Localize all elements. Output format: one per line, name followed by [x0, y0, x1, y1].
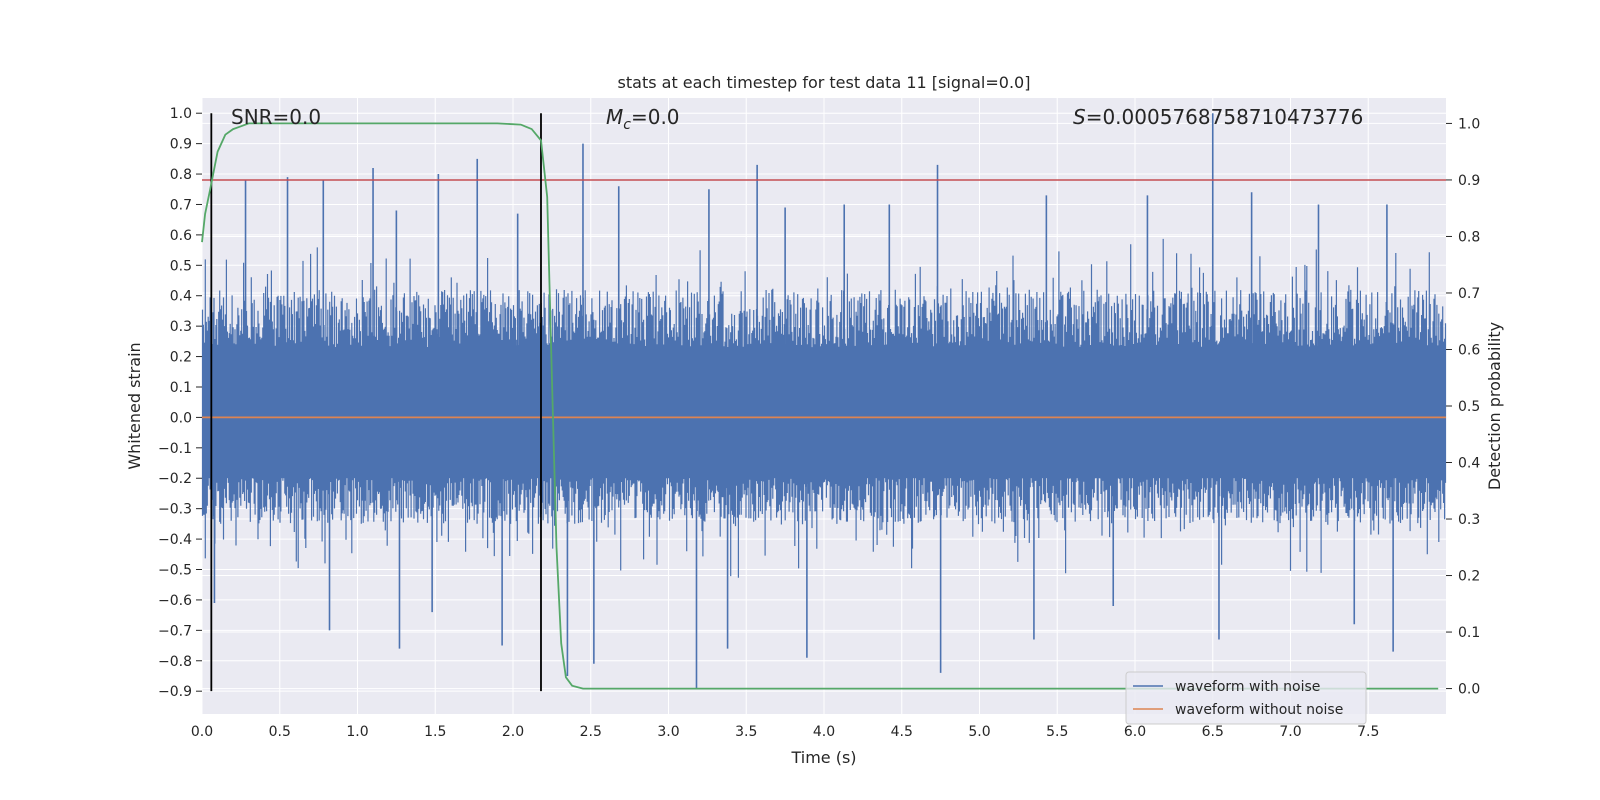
s-symbol: S [1073, 105, 1086, 129]
y2-tick-label: 0.7 [1458, 286, 1480, 302]
y2-tick-label: 0.9 [1458, 173, 1480, 189]
y-axis-ticks: 1.0 0.9 0.8 0.7 0.6 0.5 0.4 0.3 0.2 0.1 0.0 −0.1 −0.… [158, 106, 202, 700]
y2-axis-label: Detection probability [1485, 322, 1504, 490]
x-tick-label: 2.5 [580, 724, 602, 740]
y2-tick-label: 0.1 [1458, 625, 1480, 641]
mc-subscript: c [623, 117, 631, 133]
x-tick-label: 3.0 [657, 724, 679, 740]
legend-label-with-noise: waveform with noise [1175, 679, 1320, 695]
y-tick-label: 0.2 [170, 350, 192, 366]
y-tick-label: −0.4 [158, 532, 192, 548]
mc-symbol: M [606, 105, 623, 129]
x-tick-label: 2.0 [502, 724, 524, 740]
noise-trace [201, 238, 1447, 578]
x-tick-label: 6.0 [1124, 724, 1146, 740]
y2-tick-label: 0.3 [1458, 512, 1480, 528]
y2-axis-ticks: 1.0 0.9 0.8 0.7 0.6 0.5 0.4 0.3 0.2 0.1 0.0 [1446, 116, 1480, 698]
s-value: =0.0005768758710473776 [1086, 105, 1364, 129]
x-tick-label: 4.0 [813, 724, 835, 740]
y-tick-label: 0.9 [170, 137, 192, 153]
chirp-mass-annotation: Mc=0.0 [606, 105, 680, 133]
y-tick-label: 0.6 [170, 228, 192, 244]
y-axis-label: Whitened strain [125, 342, 144, 469]
x-tick-label: 0.5 [269, 724, 291, 740]
chart-title: stats at each timestep for test data 11 … [618, 73, 1031, 92]
y-tick-label: 0.4 [170, 289, 192, 305]
snr-annotation: SNR=0.0 [231, 105, 321, 129]
y2-tick-label: 0.5 [1458, 399, 1480, 415]
x-tick-label: 7.0 [1279, 724, 1301, 740]
series-lines [201, 113, 1446, 692]
y2-tick-label: 1.0 [1458, 116, 1480, 132]
y-tick-label: −0.2 [158, 471, 192, 487]
series-detection-probability [201, 122, 1439, 690]
x-tick-label: 4.5 [891, 724, 913, 740]
y-tick-label: 1.0 [170, 106, 192, 122]
x-tick-label: 3.5 [735, 724, 757, 740]
legend-box [1125, 671, 1367, 725]
y2-tick-label: 0.2 [1458, 569, 1480, 585]
x-axis-ticks: 0.0 0.5 1.0 1.5 2.0 2.5 3.0 3.5 4.0 4.5 5.0 5.5 6.0 6… [191, 724, 1380, 740]
y-tick-label: 0.8 [170, 167, 192, 183]
y-tick-label: −0.1 [158, 441, 192, 457]
y2-tick-label: 0.6 [1458, 342, 1480, 358]
y-tick-label: 0.5 [170, 258, 192, 274]
y2-tick-label: 0.0 [1458, 682, 1480, 698]
x-tick-label: 5.0 [968, 724, 990, 740]
y2-tick-label: 0.8 [1458, 229, 1480, 245]
x-tick-label: 6.5 [1202, 724, 1224, 740]
y-tick-label: 0.7 [170, 197, 192, 213]
s-annotation: S=0.0005768758710473776 [1073, 105, 1363, 129]
legend: waveform with noise waveform without noi… [1125, 671, 1367, 725]
y-tick-label: 0.1 [170, 380, 192, 396]
y-tick-label: −0.8 [158, 654, 192, 670]
x-tick-label: 7.5 [1357, 724, 1379, 740]
x-tick-label: 1.5 [424, 724, 446, 740]
y-tick-label: −0.5 [158, 563, 192, 579]
mc-value: =0.0 [631, 105, 680, 129]
y-tick-label: −0.6 [158, 593, 192, 609]
y-tick-label: 0.3 [170, 319, 192, 335]
y-tick-label: −0.3 [158, 502, 192, 518]
y-tick-label: −0.7 [158, 623, 192, 639]
y-tick-label: 0.0 [170, 410, 192, 426]
y-tick-label: −0.9 [158, 684, 192, 700]
x-tick-label: 1.0 [346, 724, 368, 740]
x-axis-label: Time (s) [790, 748, 856, 767]
y2-tick-label: 0.4 [1458, 456, 1480, 472]
x-tick-label: 0.0 [191, 724, 213, 740]
legend-label-without-noise: waveform without noise [1175, 702, 1343, 718]
x-tick-label: 5.5 [1046, 724, 1068, 740]
